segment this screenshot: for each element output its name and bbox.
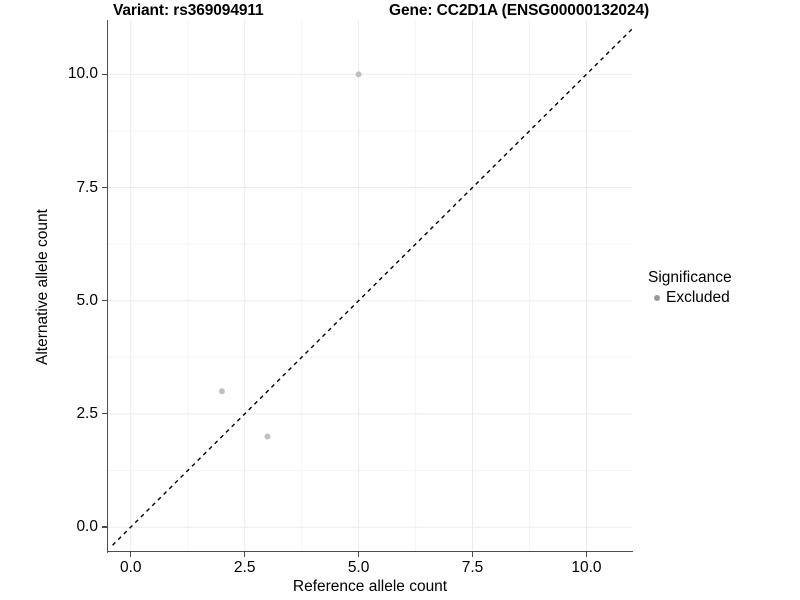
y-tick-mark (102, 300, 107, 302)
grid-major-lines (108, 20, 632, 552)
legend-entry-label: Excluded (666, 289, 730, 306)
y-tick-label: 2.5 (76, 404, 98, 422)
data-points-group (218, 71, 362, 440)
y-tick-label: 10.0 (67, 65, 98, 83)
x-tick-label: 2.5 (233, 559, 256, 576)
data-point (355, 71, 362, 78)
variant-title: Variant: rs369094911 (113, 2, 264, 19)
y-tick-label: 5.0 (76, 291, 98, 309)
x-tick-mark (585, 552, 588, 557)
data-point (264, 433, 271, 440)
y-tick-mark (102, 73, 107, 75)
x-tick-label: 7.5 (461, 559, 484, 576)
x-tick-label: 5.0 (347, 559, 370, 576)
grid-minor-lines (108, 20, 632, 552)
x-tick-mark (130, 552, 132, 557)
x-tick-mark (244, 552, 246, 557)
identity-reference-line (112, 28, 632, 546)
y-tick-mark (102, 186, 107, 189)
plot-canvas (108, 20, 632, 552)
y-tick-mark (102, 413, 107, 415)
x-tick-mark (358, 552, 360, 557)
y-axis-label: Alternative allele count (34, 209, 51, 365)
x-axis-line (108, 551, 633, 553)
x-tick-label: 10.0 (571, 559, 602, 576)
plot-panel (108, 20, 632, 552)
y-tick-label: 0.0 (76, 518, 98, 536)
data-point (218, 388, 225, 395)
y-tick-label: 7.5 (76, 178, 98, 196)
legend-entries: Excluded (648, 288, 798, 307)
y-axis-line (107, 20, 109, 553)
legend-marker-icon (648, 289, 665, 306)
chart-title-row: Variant: rs369094911 Gene: CC2D1A (ENSG0… (108, 2, 649, 22)
x-axis-label: Reference allele count (292, 578, 448, 595)
x-tick-label: 0.0 (120, 559, 142, 576)
x-tick-mark (471, 552, 474, 557)
legend-title: Significance (648, 269, 732, 286)
legend: Significance Excluded (648, 268, 798, 307)
legend-entry[interactable]: Excluded (648, 288, 798, 307)
y-tick-mark (102, 526, 107, 528)
gene-title: Gene: CC2D1A (ENSG00000132024) (389, 2, 650, 19)
